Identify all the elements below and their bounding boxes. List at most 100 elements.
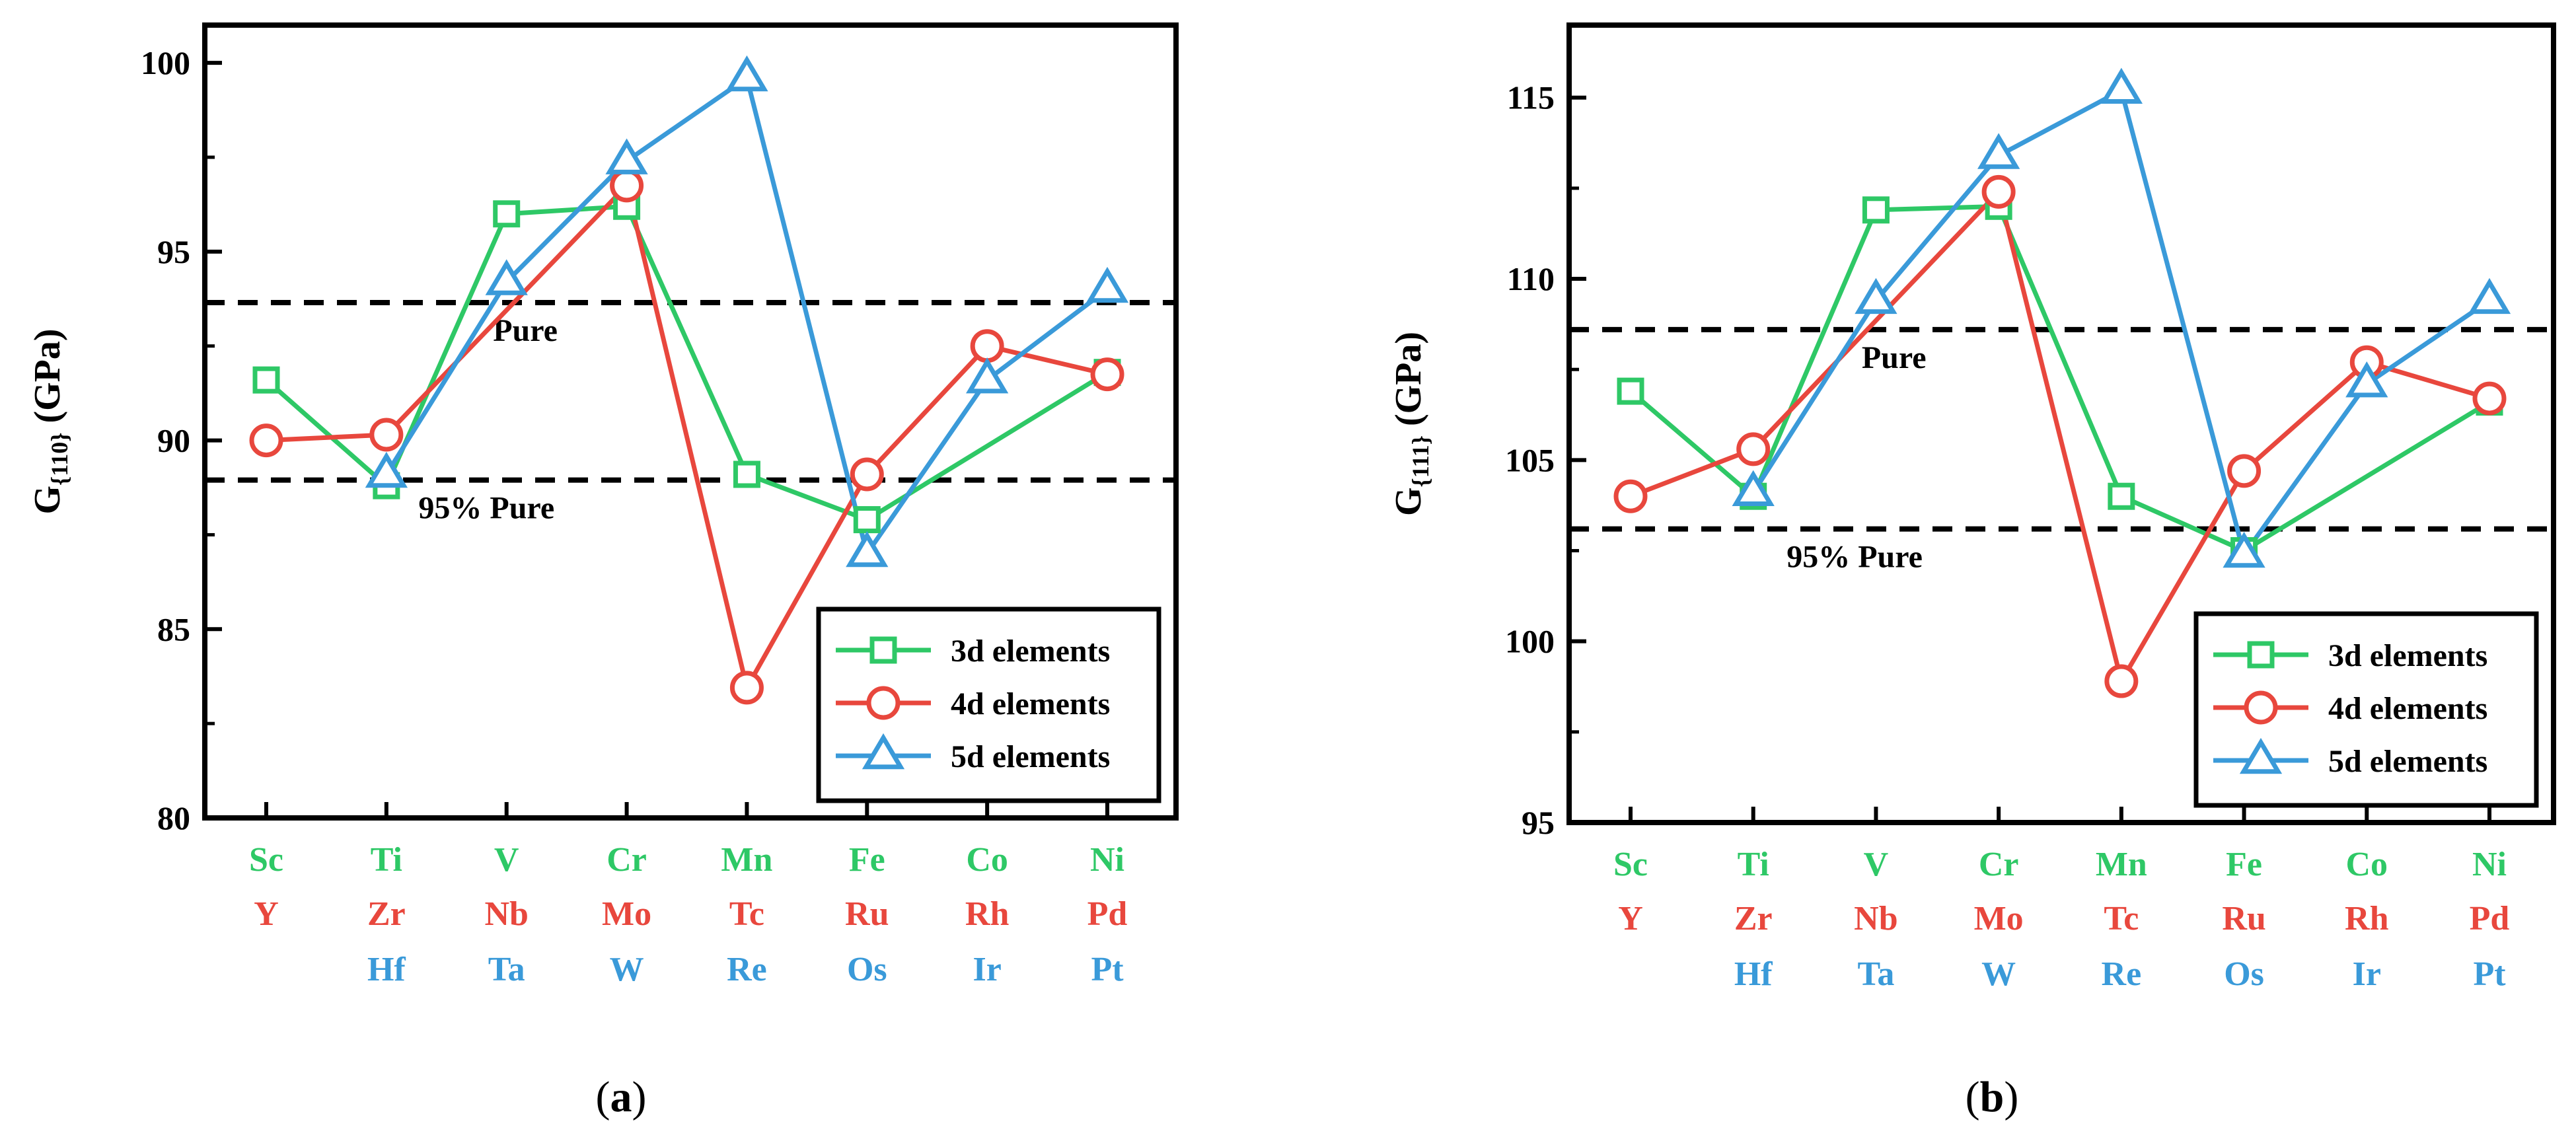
y-axis-label-subscript: {111} (1407, 435, 1434, 487)
data-point-square (853, 506, 881, 534)
legend-marker-circle (866, 686, 901, 720)
panel-label-letter: a (610, 1073, 632, 1121)
x-category-label-d3: Fe (2226, 846, 2262, 883)
x-category-label-d4: Mo (602, 895, 651, 933)
panel-label-open-paren: ( (596, 1073, 610, 1121)
x-category-label-d3: Co (966, 841, 1008, 879)
x-category-label-d4: Pd (2470, 900, 2510, 937)
x-category-label-d4: Y (1618, 900, 1643, 937)
data-point-triangle (1855, 277, 1897, 314)
x-category-label-d5: Ir (2353, 955, 2381, 993)
panel-label-open-paren: ( (1966, 1073, 1980, 1121)
data-point-circle (1613, 479, 1648, 513)
y-axis-label-unit: (GPa) (27, 328, 68, 432)
legend-marker-square (2247, 641, 2275, 669)
legend-label: 4d elements (2328, 691, 2487, 726)
x-category-label-d3: Cr (1979, 846, 2019, 883)
x-category-label-d4: Tc (2104, 900, 2139, 937)
data-point-square (733, 460, 760, 488)
panel-label-close-paren: ) (2004, 1073, 2018, 1121)
x-category-label-d3: Cr (607, 841, 647, 879)
x-category-label-d4: Y (254, 895, 279, 933)
legend-label: 5d elements (2328, 744, 2487, 779)
x-category-label-d3: Ti (371, 841, 402, 879)
data-point-circle (970, 329, 1004, 363)
legend-label: 3d elements (2328, 638, 2487, 673)
y-tick-label: 90 (157, 422, 190, 459)
data-point-circle (1090, 357, 1124, 392)
x-category-label-d3: V (494, 841, 519, 879)
data-point-triangle (1977, 133, 2020, 169)
plot-frame (1566, 22, 2556, 825)
x-category-label-d4: Nb (484, 895, 528, 933)
x-category-label-d4: Tc (729, 895, 764, 933)
data-point-triangle (2100, 67, 2143, 104)
x-category-label-d5: Pt (2473, 955, 2506, 993)
data-point-circle (729, 671, 764, 705)
x-category-label-d3: Sc (249, 841, 283, 879)
y-axis-label: G{111} (GPa) (1388, 332, 1434, 516)
x-category-label-d4: Zr (1734, 900, 1773, 937)
y-tick-label: 95 (1522, 804, 1555, 841)
data-point-circle (2472, 381, 2507, 416)
x-category-label-d4: Zr (367, 895, 406, 933)
data-point-triangle (2468, 277, 2511, 314)
reference-line-label: Pure (493, 313, 558, 348)
x-category-label-d4: Rh (2345, 900, 2389, 937)
legend-label: 3d elements (951, 634, 1110, 669)
data-point-triangle (846, 531, 889, 568)
legend-marker-square (869, 636, 897, 664)
x-category-label-d5: Pt (1091, 951, 1124, 988)
x-category-label-d5: Ta (488, 951, 525, 988)
x-category-label-d3: Mn (721, 841, 772, 879)
data-point-circle (2227, 454, 2262, 488)
y-axis-label-unit: (GPa) (1388, 332, 1429, 435)
data-point-circle (1736, 432, 1771, 466)
x-category-label-d3: Co (2346, 846, 2388, 883)
x-category-label-d3: Sc (1613, 846, 1648, 883)
x-category-label-d4: Mo (1974, 900, 2024, 937)
chart-panel-a: 80 85 90 95 100 Sc Y Ti Zr Hf V Nb Ta Cr Mo W Mn Tc Re Fe Ru… (27, 22, 1179, 1121)
x-category-label-d4: Rh (965, 895, 1010, 933)
reference-line-label: 95% Pure (1786, 540, 1923, 575)
data-point-triangle (605, 138, 648, 174)
data-point-square (1617, 377, 1644, 405)
data-point-triangle (2345, 361, 2388, 398)
x-category-label-d5: Ir (973, 951, 1001, 988)
x-category-label-d3: Ti (1738, 846, 1769, 883)
panel-label-close-paren: ) (632, 1073, 647, 1121)
x-category-label-d4: Nb (1854, 900, 1897, 937)
x-category-label-d3: Mn (2096, 846, 2147, 883)
chart-panel-b: 95 100 105 110 115 Sc Y Ti Zr Hf V Nb Ta Cr Mo W Mn Tc Re F… (1388, 22, 2556, 1121)
plot-frame (202, 22, 1179, 821)
y-tick-label: 100 (141, 44, 190, 81)
reference-line-label: Pure (1862, 340, 1927, 375)
x-category-label-d4: Ru (845, 895, 889, 933)
y-axis-label-main: G (1388, 487, 1429, 516)
x-category-label-d3: V (1864, 846, 1889, 883)
data-point-circle (2104, 664, 2139, 698)
data-point-triangle (1732, 470, 1775, 506)
y-tick-label: 100 (1505, 623, 1555, 660)
x-category-label-d5: Hf (1734, 955, 1773, 993)
x-category-label-d5: W (610, 951, 644, 988)
x-category-label-d5: Os (2224, 955, 2264, 993)
legend-marker-triangle (2239, 737, 2283, 774)
y-axis-label-subscript: {110} (46, 433, 73, 486)
data-point-circle (249, 423, 283, 458)
legend-label: 5d elements (951, 739, 1110, 774)
data-point-circle (369, 418, 404, 452)
x-category-label-d5: Os (847, 951, 887, 988)
panel-label: (b) (1966, 1073, 2019, 1121)
data-point-square (252, 366, 280, 394)
data-point-triangle (2223, 531, 2265, 568)
x-category-label-d3: Ni (2472, 846, 2507, 883)
data-point-triangle (365, 451, 408, 488)
y-tick-label: 115 (1507, 79, 1555, 116)
x-category-label-d4: Ru (2222, 900, 2265, 937)
y-axis-label: G{110} (GPa) (27, 328, 73, 514)
x-category-label-d3: Ni (1090, 841, 1124, 879)
legend-label: 4d elements (951, 686, 1110, 721)
reference-line-label: 95% Pure (418, 491, 554, 526)
